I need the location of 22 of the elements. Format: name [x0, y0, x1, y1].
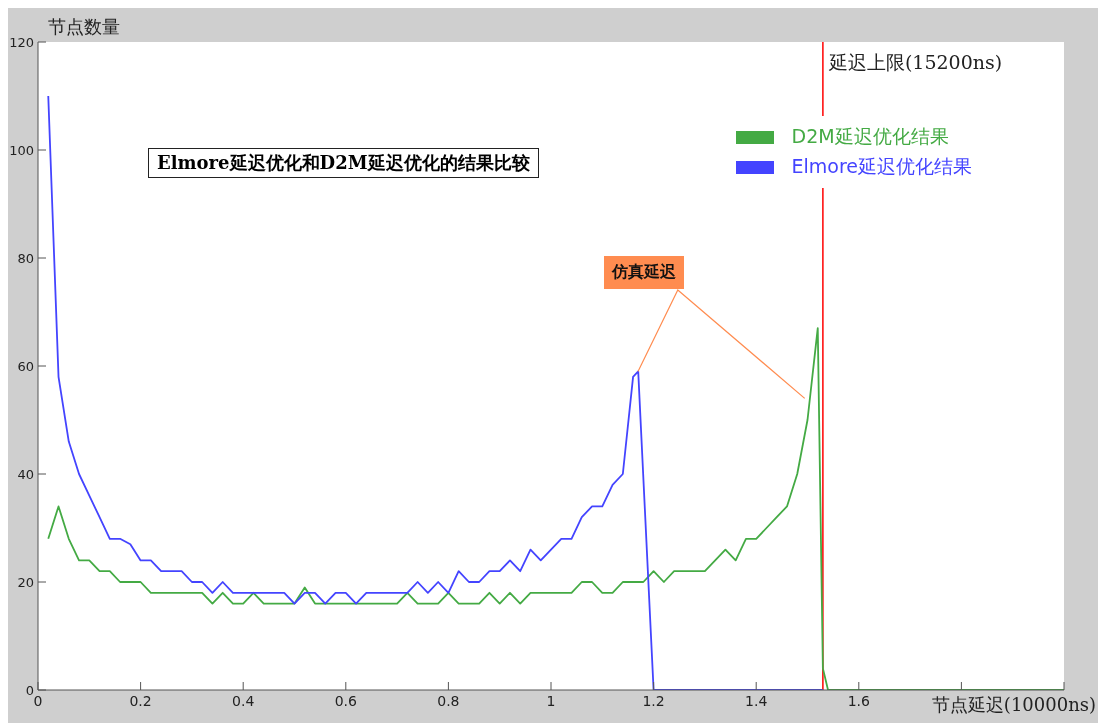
legend-label: Elmore延迟优化结果: [791, 154, 972, 179]
x-axis-title: 节点延迟(10000ns): [929, 693, 1098, 717]
ref-line-label: 延迟上限(15200ns): [827, 51, 1003, 74]
text: Elmore延迟优化和D2M延迟优化的结果比较: [148, 148, 539, 178]
y-tick-label: 100: [9, 142, 34, 158]
annotation: 仿真延迟: [604, 256, 684, 289]
x-tick-label: 1.6: [847, 692, 871, 709]
y-tick-label: 60: [17, 358, 34, 374]
legend-label: D2M延迟优化结果: [791, 124, 949, 149]
y-axis-title: 节点数量: [48, 15, 120, 39]
x-tick-label: 0.2: [129, 692, 152, 709]
x-tick-label: 0.4: [232, 692, 255, 709]
y-tick-label: 0: [25, 682, 34, 698]
x-tick-label: 1: [546, 692, 556, 709]
x-tick-label: 1.2: [642, 692, 665, 709]
y-tick-label: 20: [17, 574, 34, 590]
x-tick-label: 0.8: [437, 692, 460, 709]
x-tick-label: 1.4: [745, 692, 768, 709]
y-tick-label: 40: [17, 466, 34, 482]
y-tick-label: 80: [17, 250, 34, 266]
y-tick-label: 120: [9, 34, 34, 50]
x-tick-label: 0.6: [334, 692, 358, 709]
